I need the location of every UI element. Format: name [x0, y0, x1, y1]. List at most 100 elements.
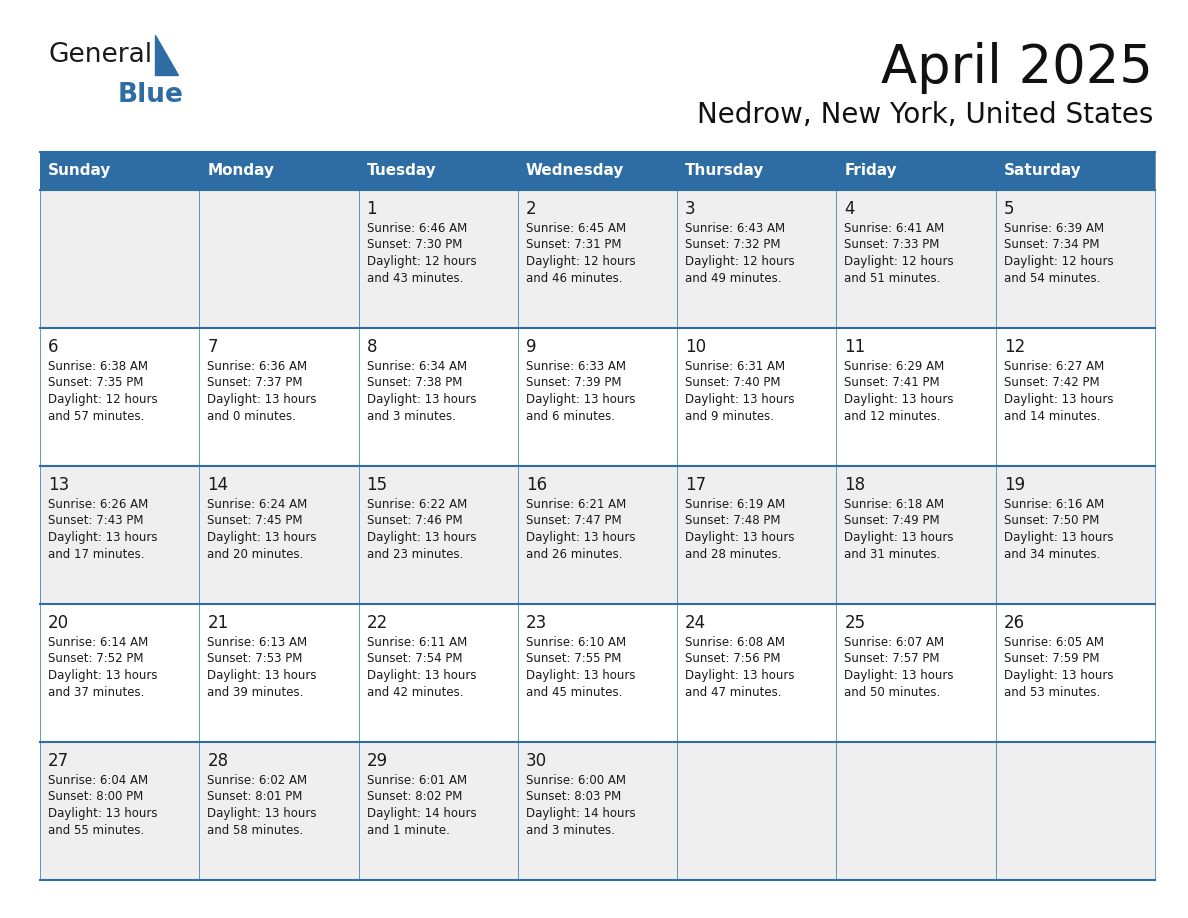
Text: Daylight: 13 hours: Daylight: 13 hours [48, 807, 158, 820]
Text: Sunset: 7:40 PM: Sunset: 7:40 PM [685, 376, 781, 389]
Text: and 58 minutes.: and 58 minutes. [207, 823, 304, 836]
Text: Sunrise: 6:01 AM: Sunrise: 6:01 AM [367, 774, 467, 787]
Text: Sunset: 7:55 PM: Sunset: 7:55 PM [526, 653, 621, 666]
Text: Sunset: 7:38 PM: Sunset: 7:38 PM [367, 376, 462, 389]
Text: Daylight: 13 hours: Daylight: 13 hours [526, 393, 636, 406]
Text: 5: 5 [1004, 200, 1015, 218]
Text: Sunset: 7:42 PM: Sunset: 7:42 PM [1004, 376, 1099, 389]
Text: Sunrise: 6:05 AM: Sunrise: 6:05 AM [1004, 636, 1104, 649]
Text: Sunrise: 6:16 AM: Sunrise: 6:16 AM [1004, 498, 1104, 511]
Text: 26: 26 [1004, 614, 1025, 632]
Text: and 55 minutes.: and 55 minutes. [48, 823, 144, 836]
Text: Sunrise: 6:22 AM: Sunrise: 6:22 AM [367, 498, 467, 511]
Text: and 57 minutes.: and 57 minutes. [48, 409, 145, 422]
Text: Daylight: 13 hours: Daylight: 13 hours [526, 531, 636, 544]
Text: 3: 3 [685, 200, 696, 218]
Text: Sunrise: 6:38 AM: Sunrise: 6:38 AM [48, 360, 148, 373]
Text: Sunset: 8:03 PM: Sunset: 8:03 PM [526, 790, 621, 803]
Text: Daylight: 12 hours: Daylight: 12 hours [685, 255, 795, 268]
Text: Sunrise: 6:14 AM: Sunrise: 6:14 AM [48, 636, 148, 649]
Text: Sunrise: 6:46 AM: Sunrise: 6:46 AM [367, 222, 467, 235]
Text: and 14 minutes.: and 14 minutes. [1004, 409, 1100, 422]
Text: 17: 17 [685, 476, 707, 494]
Text: Sunrise: 6:24 AM: Sunrise: 6:24 AM [207, 498, 308, 511]
Text: Blue: Blue [118, 82, 184, 108]
Text: 18: 18 [845, 476, 866, 494]
Text: and 20 minutes.: and 20 minutes. [207, 547, 304, 561]
Text: 7: 7 [207, 338, 217, 356]
Bar [40, 742, 1155, 880]
Text: 24: 24 [685, 614, 707, 632]
Text: Sunset: 7:49 PM: Sunset: 7:49 PM [845, 514, 940, 528]
Text: Daylight: 13 hours: Daylight: 13 hours [207, 531, 317, 544]
Text: and 47 minutes.: and 47 minutes. [685, 686, 782, 699]
Text: Daylight: 12 hours: Daylight: 12 hours [845, 255, 954, 268]
Text: Daylight: 12 hours: Daylight: 12 hours [48, 393, 158, 406]
Text: Friday: Friday [845, 163, 897, 178]
Text: Sunrise: 6:34 AM: Sunrise: 6:34 AM [367, 360, 467, 373]
Text: and 50 minutes.: and 50 minutes. [845, 686, 941, 699]
Text: and 1 minute.: and 1 minute. [367, 823, 449, 836]
Text: Sunrise: 6:41 AM: Sunrise: 6:41 AM [845, 222, 944, 235]
Text: Daylight: 13 hours: Daylight: 13 hours [207, 807, 317, 820]
Text: 13: 13 [48, 476, 69, 494]
Text: 15: 15 [367, 476, 387, 494]
Text: Daylight: 12 hours: Daylight: 12 hours [1004, 255, 1113, 268]
Text: Sunset: 7:41 PM: Sunset: 7:41 PM [845, 376, 940, 389]
Text: Sunrise: 6:13 AM: Sunrise: 6:13 AM [207, 636, 308, 649]
Text: Daylight: 13 hours: Daylight: 13 hours [685, 669, 795, 682]
Text: Daylight: 13 hours: Daylight: 13 hours [685, 393, 795, 406]
Text: Sunrise: 6:33 AM: Sunrise: 6:33 AM [526, 360, 626, 373]
Text: Sunset: 7:50 PM: Sunset: 7:50 PM [1004, 514, 1099, 528]
Text: Sunrise: 6:27 AM: Sunrise: 6:27 AM [1004, 360, 1104, 373]
Text: and 23 minutes.: and 23 minutes. [367, 547, 463, 561]
Text: Sunrise: 6:26 AM: Sunrise: 6:26 AM [48, 498, 148, 511]
Text: Monday: Monday [207, 163, 274, 178]
Text: and 9 minutes.: and 9 minutes. [685, 409, 775, 422]
Bar [40, 328, 1155, 466]
Text: 25: 25 [845, 614, 866, 632]
Text: Sunrise: 6:08 AM: Sunrise: 6:08 AM [685, 636, 785, 649]
Text: and 51 minutes.: and 51 minutes. [845, 272, 941, 285]
Bar [40, 152, 200, 190]
Text: Thursday: Thursday [685, 163, 765, 178]
Text: and 31 minutes.: and 31 minutes. [845, 547, 941, 561]
Text: 11: 11 [845, 338, 866, 356]
Text: Daylight: 12 hours: Daylight: 12 hours [526, 255, 636, 268]
Text: Daylight: 13 hours: Daylight: 13 hours [845, 531, 954, 544]
Text: Daylight: 13 hours: Daylight: 13 hours [685, 531, 795, 544]
Text: 2: 2 [526, 200, 537, 218]
Text: 16: 16 [526, 476, 546, 494]
Text: Wednesday: Wednesday [526, 163, 624, 178]
Text: and 3 minutes.: and 3 minutes. [526, 823, 614, 836]
Text: Daylight: 13 hours: Daylight: 13 hours [48, 531, 158, 544]
Text: April 2025: April 2025 [881, 42, 1154, 94]
Text: Daylight: 13 hours: Daylight: 13 hours [845, 393, 954, 406]
Text: Daylight: 12 hours: Daylight: 12 hours [367, 255, 476, 268]
Text: Sunrise: 6:00 AM: Sunrise: 6:00 AM [526, 774, 626, 787]
Text: and 26 minutes.: and 26 minutes. [526, 547, 623, 561]
Text: Sunrise: 6:45 AM: Sunrise: 6:45 AM [526, 222, 626, 235]
Text: 10: 10 [685, 338, 707, 356]
Bar [40, 466, 1155, 604]
Bar [677, 152, 836, 190]
Bar [40, 604, 1155, 742]
Text: Sunset: 7:37 PM: Sunset: 7:37 PM [207, 376, 303, 389]
Text: Tuesday: Tuesday [367, 163, 436, 178]
Text: and 43 minutes.: and 43 minutes. [367, 272, 463, 285]
Text: Daylight: 14 hours: Daylight: 14 hours [367, 807, 476, 820]
Text: 29: 29 [367, 752, 387, 770]
Text: and 54 minutes.: and 54 minutes. [1004, 272, 1100, 285]
Text: Daylight: 13 hours: Daylight: 13 hours [526, 669, 636, 682]
Text: Sunrise: 6:29 AM: Sunrise: 6:29 AM [845, 360, 944, 373]
Bar [40, 190, 1155, 328]
Text: 9: 9 [526, 338, 536, 356]
Text: Sunrise: 6:19 AM: Sunrise: 6:19 AM [685, 498, 785, 511]
Polygon shape [154, 35, 178, 75]
Text: and 6 minutes.: and 6 minutes. [526, 409, 615, 422]
Text: Saturday: Saturday [1004, 163, 1081, 178]
Text: 6: 6 [48, 338, 58, 356]
Text: Sunrise: 6:36 AM: Sunrise: 6:36 AM [207, 360, 308, 373]
Text: and 37 minutes.: and 37 minutes. [48, 686, 145, 699]
Text: and 46 minutes.: and 46 minutes. [526, 272, 623, 285]
